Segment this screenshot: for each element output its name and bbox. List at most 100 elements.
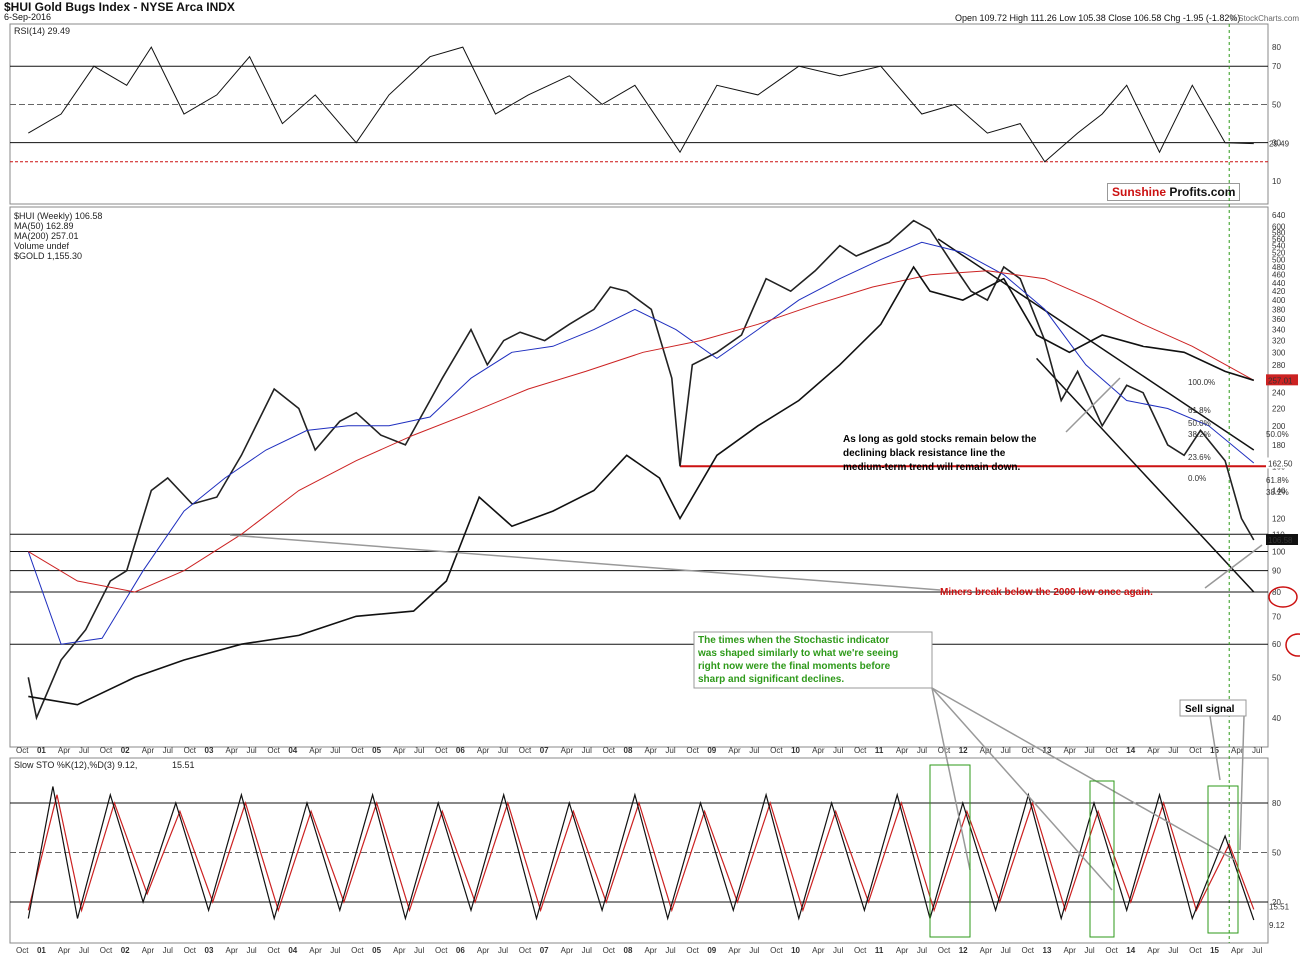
miners-text: Miners break below the 2000 low once aga… — [940, 587, 1153, 598]
resistance-text-3: medium-term trend will remain down. — [843, 462, 1020, 473]
price-xtick: Apr — [728, 746, 741, 755]
stoch-xtick: Jul — [246, 946, 256, 955]
stoch-xtick: Jul — [414, 946, 424, 955]
price-ytick: 440 — [1272, 279, 1286, 288]
resistance-line — [937, 238, 1255, 451]
price-xtick: Jul — [1252, 746, 1262, 755]
stochastic-text-3: right now were the final moments before — [698, 661, 891, 672]
price-xtick: Jul — [1001, 746, 1011, 755]
price-xtick: 11 — [875, 746, 884, 755]
stoch-xtick: Jul — [498, 946, 508, 955]
price-xtick: Jul — [79, 746, 89, 755]
stoch-xtick: Oct — [686, 946, 699, 955]
price-ytick: 640 — [1272, 211, 1286, 220]
rsi-ytick: 30 — [1272, 139, 1281, 148]
price-ytick: 50 — [1272, 673, 1281, 682]
price-xtick: Apr — [142, 746, 155, 755]
price-xtick: Jul — [498, 746, 508, 755]
price-ytick: 400 — [1272, 296, 1286, 305]
stoch-xtick: 10 — [791, 946, 800, 955]
stoch-xtick: 02 — [121, 946, 130, 955]
stochastic-annotation: The times when the Stochastic indicator … — [693, 631, 1239, 938]
price-ytick: 340 — [1272, 326, 1286, 335]
price-xtick: Apr — [896, 746, 909, 755]
stoch-xtick: Oct — [770, 946, 783, 955]
watermark: © StockCharts.com — [1230, 14, 1300, 23]
price-ytick: 520 — [1272, 248, 1286, 257]
price-ytick: 560 — [1272, 235, 1286, 244]
stoch-xtick: Apr — [58, 946, 71, 955]
fib-label-right: 61.8% — [1266, 476, 1289, 485]
stoch-xtick: Apr — [1147, 946, 1160, 955]
price-xtick: Oct — [519, 746, 532, 755]
stoch-xtick: Oct — [938, 946, 951, 955]
stoch-xtick: Jul — [79, 946, 89, 955]
stoch-legend-k: Slow STO %K(12),%D(3) 9.12, — [14, 760, 137, 770]
chart-date: 6-Sep-2016 — [4, 12, 52, 22]
rsi-ytick: 50 — [1272, 100, 1281, 109]
stoch-xtick: Apr — [728, 946, 741, 955]
brand-profits: Profits.com — [1166, 185, 1236, 199]
price-xtick: Oct — [100, 746, 113, 755]
stoch-xtick: Apr — [393, 946, 406, 955]
price-ytick: 120 — [1272, 514, 1286, 523]
fib-label-right: 50.0% — [1266, 430, 1289, 439]
price-xtick: Oct — [351, 746, 364, 755]
sell-signal-text: Sell signal — [1185, 704, 1235, 715]
stoch-xtick: Jul — [1084, 946, 1094, 955]
brand-logo: Sunshine Profits.com — [1107, 183, 1241, 201]
fib-label: 23.6% — [1188, 453, 1211, 462]
price-xtick: Apr — [1147, 746, 1160, 755]
price-xtick: Apr — [1231, 746, 1244, 755]
price-xtick: 08 — [624, 746, 633, 755]
price-ytick: 480 — [1272, 263, 1286, 272]
price-xtick: Oct — [1189, 746, 1202, 755]
channel-line — [1036, 357, 1255, 593]
stoch-xtick: Jul — [833, 946, 843, 955]
price-ytick: 380 — [1272, 305, 1286, 314]
tag-ma200: 257.01 — [1268, 376, 1293, 385]
fib-label: 50.0% — [1188, 419, 1211, 428]
price-ytick: 460 — [1272, 271, 1286, 280]
fib-label: 0.0% — [1188, 474, 1206, 483]
tag-162-bg — [1266, 457, 1298, 469]
price-ytick: 100 — [1272, 548, 1286, 557]
tag-last-bg — [1266, 533, 1298, 545]
stoch-xtick: Apr — [1063, 946, 1076, 955]
price-xtick: Jul — [330, 746, 340, 755]
stoch-xtick: Jul — [1168, 946, 1178, 955]
price-ytick: 300 — [1272, 348, 1286, 357]
price-ytick: 540 — [1272, 242, 1286, 251]
price-legend-ma200: MA(200) 257.01 — [14, 231, 79, 241]
price-xtick: Jul — [833, 746, 843, 755]
stoch-xtick: Jul — [582, 946, 592, 955]
price-legend-ma50: MA(50) 162.89 — [14, 221, 74, 231]
resistance-annotation: As long as gold stocks remain below the … — [843, 377, 1121, 473]
price-xtick: Jul — [414, 746, 424, 755]
price-xtick: 06 — [456, 746, 465, 755]
price-ytick: 200 — [1272, 422, 1286, 431]
price-xtick: Apr — [58, 746, 71, 755]
stoch-tag-k: 9.12 — [1269, 921, 1285, 930]
price-xtick: Apr — [1063, 746, 1076, 755]
price-ytick: 60 — [1272, 640, 1281, 649]
circle-60 — [1285, 633, 1300, 657]
price-ytick: 580 — [1272, 229, 1286, 238]
price-xtick: Oct — [184, 746, 197, 755]
resistance-text-2: declining black resistance line the — [843, 448, 1006, 459]
stoch-ytick: 50 — [1272, 849, 1281, 858]
stoch-xtick: Oct — [267, 946, 280, 955]
stoch-xtick: 01 — [37, 946, 46, 955]
price-xtick: 14 — [1126, 746, 1135, 755]
price-xtick: Oct — [267, 746, 280, 755]
price-xtick: Oct — [1022, 746, 1035, 755]
stoch-xtick: Jul — [1252, 946, 1262, 955]
series-gold — [28, 265, 1255, 706]
series-ma50 — [27, 241, 1255, 645]
stoch-xtick: Apr — [644, 946, 657, 955]
price-ytick: 280 — [1272, 361, 1286, 370]
price-ytick: 360 — [1272, 315, 1286, 324]
price-xtick: Apr — [225, 746, 238, 755]
stoch-xtick: Oct — [519, 946, 532, 955]
